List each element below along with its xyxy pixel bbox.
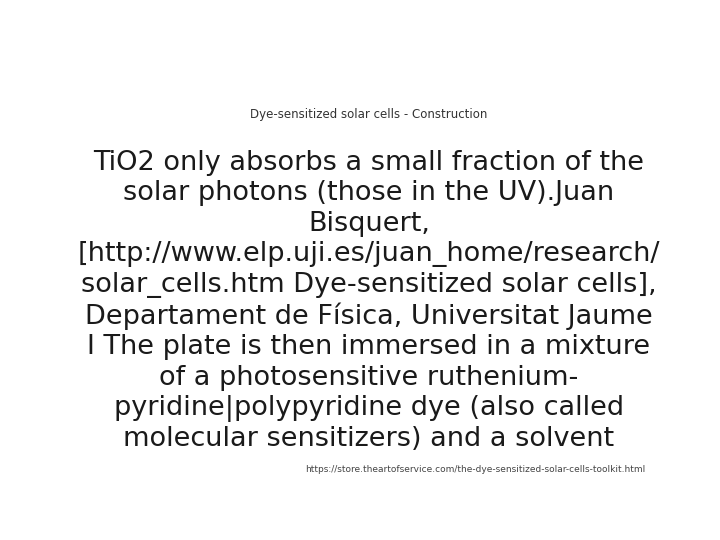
Text: TiO2 only absorbs a small fraction of the
solar photons (those in the UV).Juan
B: TiO2 only absorbs a small fraction of th… xyxy=(78,150,660,453)
Text: Dye-sensitized solar cells - Construction: Dye-sensitized solar cells - Constructio… xyxy=(251,109,487,122)
Text: https://store.theartofservice.com/the-dye-sensitized-solar-cells-toolkit.html: https://store.theartofservice.com/the-dy… xyxy=(305,465,645,474)
